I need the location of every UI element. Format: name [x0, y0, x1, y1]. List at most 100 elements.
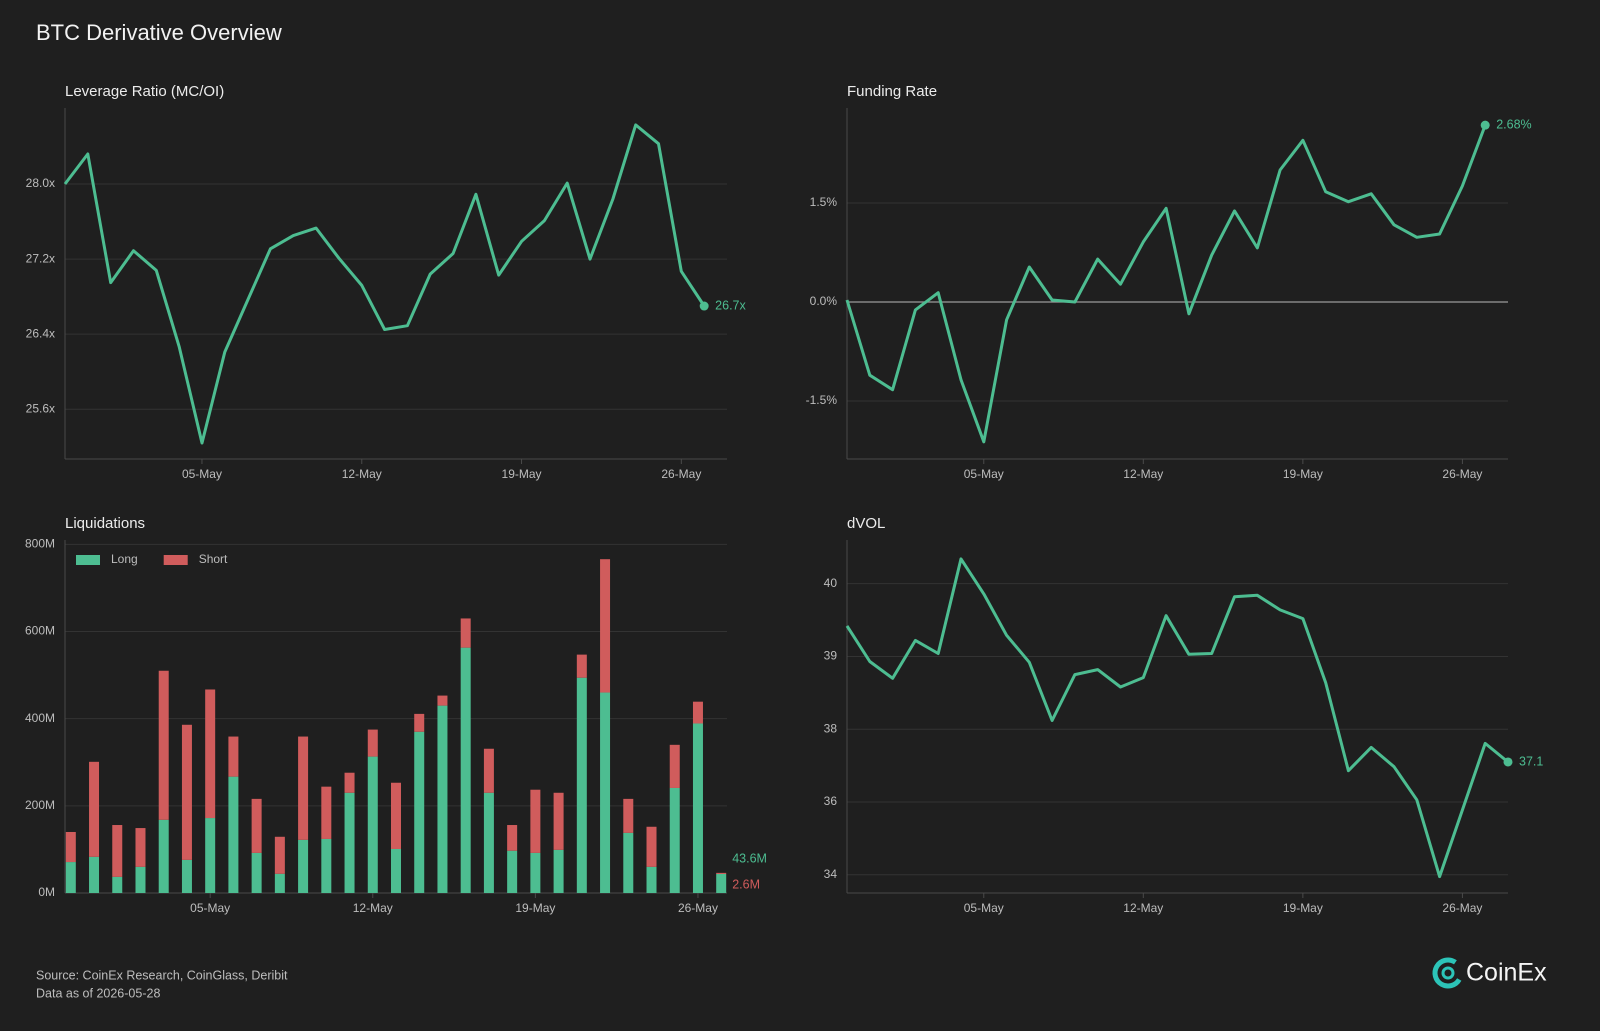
bar-segment [646, 826, 657, 867]
value-label: 26.7x [715, 298, 746, 312]
bar-segment [112, 876, 123, 893]
bar-segment [391, 848, 401, 893]
x-tick-label: 05-May [190, 901, 230, 915]
source-note: Source: CoinEx Research, CoinGlass, Deri… [36, 968, 288, 982]
x-tick-label: 26-May [1442, 467, 1482, 481]
x-tick-label: 19-May [515, 901, 555, 915]
end-marker [699, 301, 709, 311]
bar-segment [391, 782, 401, 849]
bar-segment [251, 798, 262, 853]
bar-segment [692, 723, 703, 893]
bar-segment [576, 677, 587, 893]
bar-segment [344, 792, 355, 893]
bar-segment [367, 756, 378, 893]
bar-segment [65, 831, 76, 863]
bar-segment [321, 786, 332, 839]
bar-segment [553, 792, 564, 850]
panel-title: Funding Rate [847, 83, 937, 100]
x-tick-label: 19-May [502, 467, 542, 481]
x-tick-label: 26-May [1442, 901, 1482, 915]
y-tick-label: 600M [25, 624, 55, 638]
bar-segment [298, 839, 309, 893]
bar-segment [181, 724, 192, 860]
panel: Liquidations 0M 200M 400M 600M 800M 05-May 12-M… [25, 515, 767, 915]
bar-segment [692, 701, 703, 724]
y-tick-label: 40 [824, 576, 838, 590]
bar-segment [437, 705, 448, 893]
bar-segment [623, 798, 634, 833]
bar-segment [553, 849, 564, 893]
bar-segment [205, 689, 216, 819]
bar-segment [112, 825, 123, 877]
logo-icon [1432, 957, 1464, 989]
bar-segment [507, 850, 518, 893]
y-tick-label: 39 [824, 649, 838, 663]
x-tick-label: 26-May [678, 901, 718, 915]
bar-segment [228, 736, 239, 777]
x-tick-label: 19-May [1283, 901, 1323, 915]
bar-segment [65, 862, 76, 893]
y-tick-label: 27.2x [26, 251, 55, 265]
x-tick-label: 12-May [342, 467, 382, 481]
bar-segment [669, 744, 680, 788]
value-label: 2.68% [1496, 117, 1531, 131]
bar-segment [181, 859, 192, 893]
bar-segment [158, 670, 169, 820]
bar-segment [344, 772, 355, 793]
bar-segment [135, 866, 146, 893]
x-tick-label: 12-May [353, 901, 393, 915]
y-tick-label: 36 [824, 794, 838, 808]
panel-title: Liquidations [65, 515, 145, 532]
legend-swatch [163, 555, 188, 565]
bar-segment [483, 748, 494, 793]
bar-segment [414, 713, 425, 732]
y-tick-label: 1.5% [810, 195, 838, 209]
bar-segment [228, 776, 239, 893]
panel-title: Leverage Ratio (MC/OI) [65, 83, 224, 100]
bar-segment [251, 852, 262, 893]
bar-segment [321, 838, 332, 893]
bar-segment [205, 818, 216, 893]
panel-title: dVOL [847, 515, 885, 532]
bar-segment [530, 852, 541, 893]
bar-segment [623, 832, 634, 893]
y-tick-label: 28.0x [26, 176, 55, 190]
panel: Leverage Ratio (MC/OI) 25.6x 26.4x 27.2x 28.… [26, 83, 747, 481]
bar-segment [158, 819, 169, 893]
y-tick-label: 0.0% [810, 294, 838, 308]
x-tick-label: 12-May [1123, 467, 1163, 481]
x-tick-label: 05-May [964, 901, 1004, 915]
bar-segment [274, 836, 285, 874]
date-note: Data as of 2026-05-28 [36, 986, 160, 1000]
bar-segment [460, 618, 471, 648]
y-tick-label: 0M [38, 885, 55, 899]
panel: dVOL 34 36 38 39 40 05-May 12-May 19-May 26-May 37… [824, 515, 1544, 915]
x-tick-label: 05-May [182, 467, 222, 481]
value-label: 2.6M [732, 877, 760, 891]
value-label: 37.1 [1519, 754, 1543, 768]
value-label: 43.6M [732, 851, 767, 865]
legend-label: Long [111, 552, 138, 566]
bar-segment [600, 692, 611, 893]
legend-swatch [76, 555, 100, 565]
y-tick-label: 38 [824, 721, 838, 735]
legend-label: Short [199, 552, 228, 566]
bar-segment [646, 866, 657, 893]
y-tick-label: 26.4x [26, 326, 55, 340]
bar-segment [530, 789, 541, 853]
bar-segment [576, 654, 587, 678]
bar-segment [414, 731, 425, 893]
line [845, 124, 1487, 444]
x-tick-label: 12-May [1123, 901, 1163, 915]
x-tick-label: 26-May [661, 467, 701, 481]
bar-segment [600, 559, 611, 693]
bar-segment [274, 873, 285, 893]
logo: CoinEx [1432, 957, 1547, 989]
y-tick-label: 800M [25, 537, 55, 551]
line [63, 123, 706, 445]
logo-text: CoinEx [1466, 959, 1547, 987]
end-marker [1503, 757, 1513, 767]
